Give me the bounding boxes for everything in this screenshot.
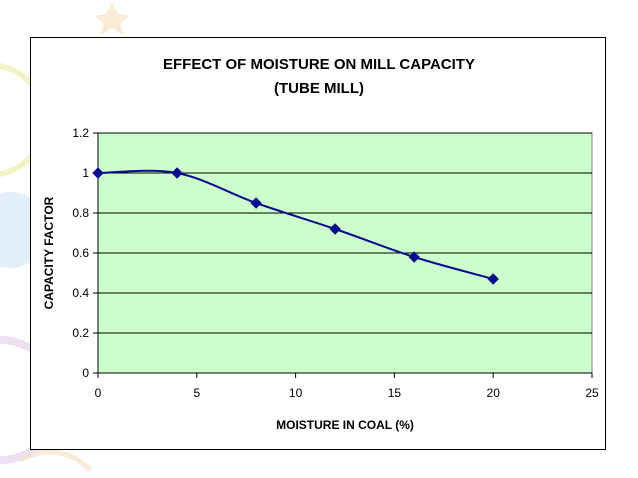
data-point-marker (329, 223, 341, 235)
chart-subtitle: (TUBE MILL) (274, 80, 364, 97)
y-tick-label: 1 (82, 166, 89, 180)
y-axis-title: CAPACITY FACTOR (42, 196, 56, 309)
x-tick-label: 25 (585, 386, 599, 400)
y-tick-label: 0.2 (72, 326, 89, 340)
y-tick-label: 0 (82, 366, 89, 380)
decor-arc (18, 449, 92, 472)
x-tick-label: 0 (95, 386, 102, 400)
y-tick-label: 0.6 (72, 246, 89, 260)
data-point-marker (171, 167, 183, 179)
data-point-marker (408, 251, 420, 263)
y-tick-label: 1.2 (72, 126, 89, 140)
x-axis-title: MOISTURE IN COAL (%) (276, 418, 414, 432)
chart-frame: EFFECT OF MOISTURE ON MILL CAPACITY (TUB… (30, 37, 606, 450)
chart-title: EFFECT OF MOISTURE ON MILL CAPACITY (163, 56, 475, 73)
y-tick-label: 0.4 (72, 286, 89, 300)
x-tick-label: 5 (193, 386, 200, 400)
y-tick-label: 0.8 (72, 206, 89, 220)
decor-star (94, 2, 130, 36)
data-point-marker (250, 197, 262, 209)
data-point-marker (487, 273, 499, 285)
data-point-marker (92, 167, 104, 179)
line-chart: EFFECT OF MOISTURE ON MILL CAPACITY (TUB… (42, 56, 599, 432)
x-tick-label: 10 (289, 386, 303, 400)
x-tick-label: 15 (388, 386, 402, 400)
x-tick-label: 20 (487, 386, 501, 400)
series-markers (92, 167, 499, 285)
axis-ticks: 0 0.2 0.4 0.6 0.8 1 1.2 0 5 10 15 20 25 (72, 126, 599, 400)
